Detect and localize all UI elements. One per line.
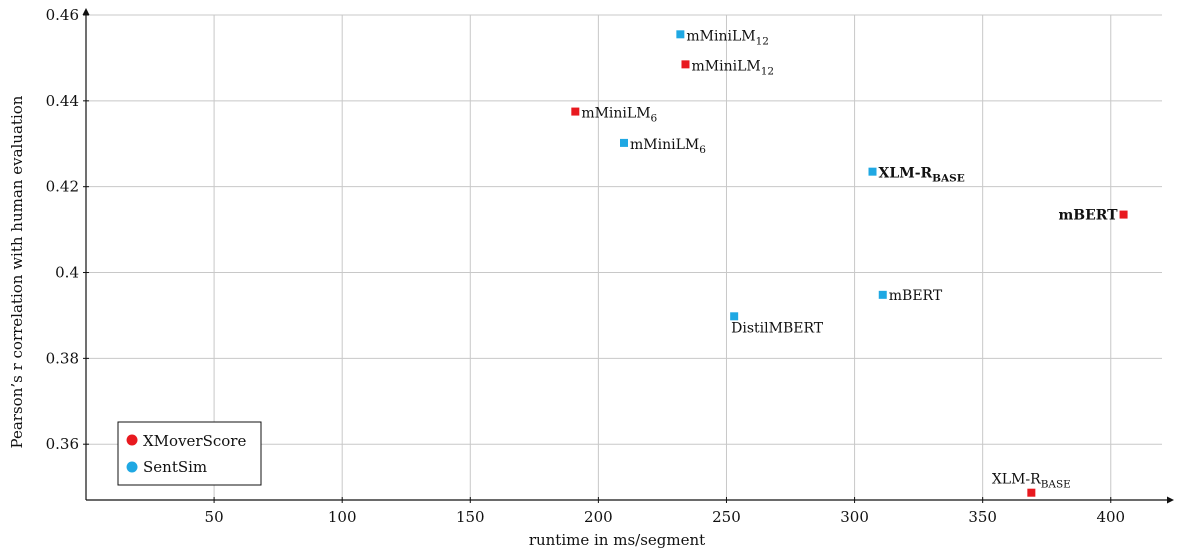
- tick-labels: 50 100 150 200 250 300 350 400 0.36 0.38 0.4 0.42 0.…: [46, 6, 1125, 526]
- point-label-sentsim: XLM-RBASE: [879, 166, 965, 185]
- point-label-sentsim: DistilMBERT: [731, 320, 824, 336]
- point-xmoverscore: [1027, 488, 1036, 497]
- point-sentsim: [676, 30, 685, 39]
- axes: [82, 8, 1174, 504]
- x-tick-label: 50: [205, 508, 224, 526]
- y-tick-label: 0.44: [46, 92, 79, 110]
- point-xmoverscore: [571, 107, 580, 116]
- point-xmoverscore: [1119, 210, 1128, 219]
- point-label-xmoverscore: XLM-RBASE: [992, 472, 1071, 491]
- legend-marker-xmoverscore: [126, 434, 138, 446]
- y-tick-label: 0.4: [55, 264, 79, 282]
- x-tick-label: 300: [840, 508, 869, 526]
- point-label-sentsim: mMiniLM6: [630, 137, 706, 156]
- y-axis-arrow: [82, 8, 90, 15]
- point-labels: mMiniLM6 mMiniLM12 mBERT XLM-RBASE mMiniLM12…: [581, 28, 1118, 490]
- x-axis-arrow: [1167, 496, 1174, 504]
- y-tick-label: 0.38: [46, 349, 79, 367]
- y-tick-label: 0.36: [46, 435, 79, 453]
- x-tick-label: 350: [968, 508, 997, 526]
- x-tick-label: 400: [1096, 508, 1125, 526]
- point-sentsim: [730, 312, 739, 321]
- grid: [86, 14, 1162, 500]
- point-xmoverscore: [681, 60, 690, 69]
- legend-label-xmoverscore: XMoverScore: [143, 432, 246, 450]
- y-axis-title: Pearson’s r correlation with human evalu…: [8, 95, 26, 448]
- point-label-xmoverscore: mMiniLM6: [581, 106, 657, 125]
- data-points: [571, 30, 1128, 497]
- x-axis-title: runtime in ms/segment: [529, 531, 705, 549]
- legend: XMoverScore SentSim: [117, 421, 262, 486]
- point-label-sentsim: mMiniLM12: [686, 28, 769, 47]
- x-tick-label: 150: [456, 508, 485, 526]
- x-tick-label: 200: [584, 508, 613, 526]
- y-tick-label: 0.42: [46, 178, 79, 196]
- point-sentsim: [620, 138, 628, 147]
- legend-marker-sentsim: [126, 461, 138, 473]
- x-tick-label: 250: [712, 508, 741, 526]
- y-tick-label: 0.46: [46, 6, 79, 24]
- point-label-xmoverscore: mMiniLM12: [691, 58, 774, 77]
- legend-label-sentsim: SentSim: [143, 458, 207, 476]
- point-label-sentsim: mBERT: [889, 288, 943, 304]
- point-label-xmoverscore: mBERT: [1058, 208, 1118, 224]
- legend-box: [117, 421, 262, 486]
- x-tick-label: 100: [328, 508, 357, 526]
- point-sentsim: [878, 290, 887, 299]
- point-sentsim: [868, 167, 877, 176]
